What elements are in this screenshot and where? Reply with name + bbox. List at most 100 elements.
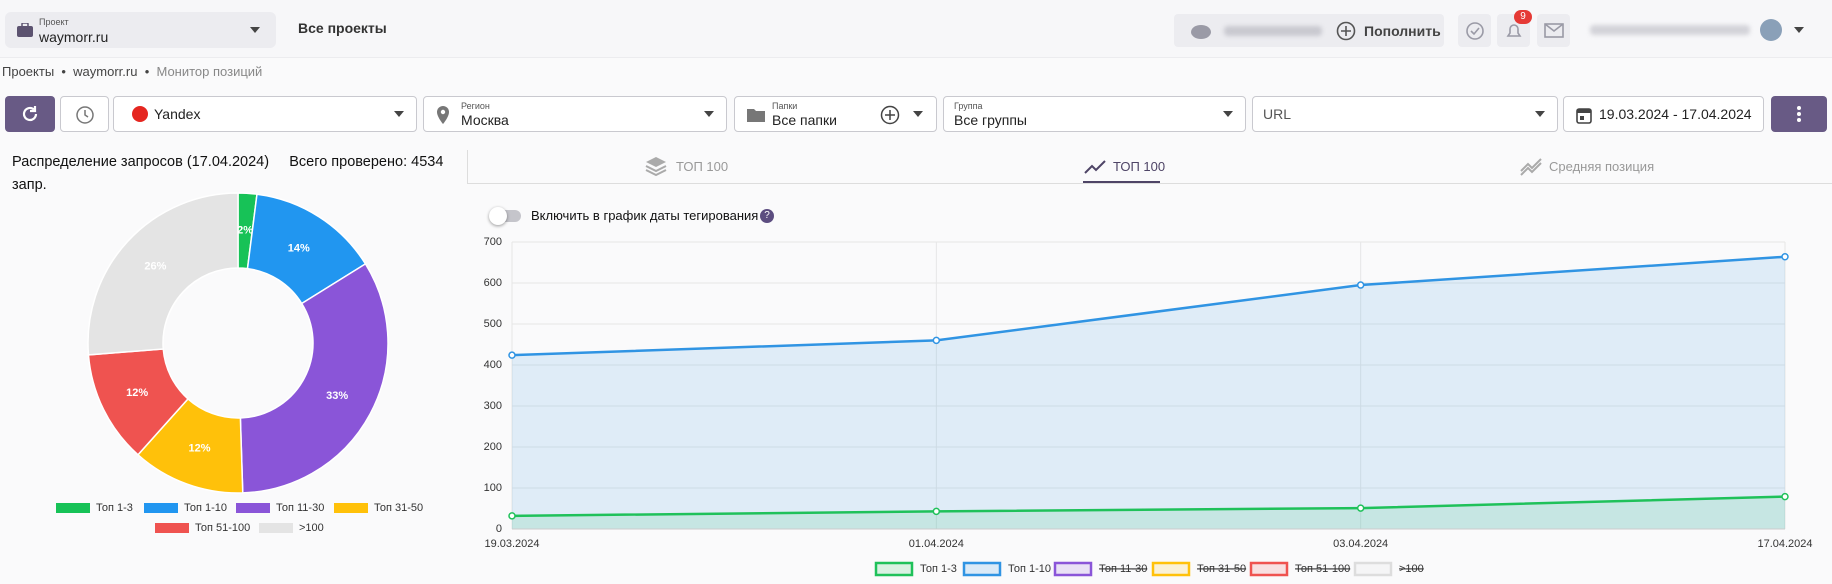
legend-label: Топ 11-30	[276, 502, 324, 514]
legend-swatch	[259, 523, 293, 533]
piggy-icon	[1191, 25, 1211, 39]
line	[511, 255, 1786, 357]
distribution-total: Всего проверено: 4534 запр.	[12, 154, 444, 193]
bell-icon	[1506, 24, 1522, 37]
slice-label: 33%	[326, 390, 348, 402]
toggle-label: Включить в график даты тегирования	[531, 208, 759, 223]
legend-label[interactable]: Топ 1-10	[1008, 563, 1051, 575]
tab-underline	[1083, 181, 1160, 183]
caret	[913, 111, 923, 117]
project-label: Проект	[39, 17, 69, 27]
mail-icon	[1544, 23, 1564, 38]
caret	[1535, 111, 1545, 117]
point	[932, 336, 941, 345]
legend-label[interactable]: >100	[1399, 563, 1424, 575]
legend-label[interactable]: Топ 11-30	[1099, 563, 1147, 575]
more-button[interactable]	[1771, 96, 1827, 132]
folders-value: Все папки	[772, 112, 837, 128]
legend-label[interactable]: Топ 31-50	[1197, 563, 1246, 575]
y-tick-label: 400	[484, 359, 502, 371]
point	[932, 507, 941, 516]
history-button[interactable]	[60, 96, 109, 132]
legend-swatch[interactable]	[1151, 561, 1191, 577]
distribution-title: Распределение запросов (17.04.2024)	[12, 154, 270, 170]
y-tick-label: 0	[496, 523, 502, 535]
legend-swatch[interactable]	[1053, 561, 1093, 577]
check-icon	[1466, 22, 1484, 40]
all-projects-link[interactable]: Все проекты	[298, 20, 387, 36]
tab-label: ТОП 100	[676, 159, 729, 174]
caret	[394, 111, 404, 117]
mail-button[interactable]	[1537, 14, 1570, 47]
point	[1356, 281, 1365, 289]
group-select[interactable]: Группа Все группы	[943, 96, 1246, 132]
x-tick-label: 01.04.2024	[909, 538, 964, 550]
plus-icon	[1336, 21, 1356, 41]
help-icon[interactable]: ?	[760, 209, 774, 223]
point	[508, 512, 516, 520]
x-tick-label: 19.03.2024	[484, 538, 539, 550]
caret	[1223, 111, 1233, 117]
refresh-button[interactable]	[5, 96, 55, 132]
balance-box: Пополнить	[1174, 14, 1444, 47]
group-label: Группа	[954, 101, 983, 111]
distribution-heading: Распределение запросов (17.04.2024) Всег…	[12, 151, 452, 197]
yandex-icon	[132, 106, 148, 122]
top-up-button[interactable]: Пополнить	[1364, 23, 1441, 39]
y-tick-label: 100	[484, 482, 502, 494]
url-select[interactable]: URL	[1252, 96, 1558, 132]
legend-swatch[interactable]	[1249, 561, 1289, 577]
region-select[interactable]: Регион Москва	[423, 96, 727, 132]
y-tick-label: 500	[484, 318, 502, 330]
refresh-icon	[22, 106, 38, 122]
legend-label: Топ 31-50	[374, 502, 423, 514]
tabs-border	[467, 183, 1832, 184]
date-range[interactable]: 19.03.2024 - 17.04.2024	[1563, 96, 1764, 132]
toggle-knob	[489, 207, 507, 225]
breadcrumb: Монитор позиций	[156, 64, 263, 79]
slice-label: 12%	[126, 387, 148, 399]
point	[1356, 504, 1365, 512]
breadcrumb[interactable]: Проекты	[2, 64, 55, 79]
tasks-button[interactable]	[1458, 14, 1491, 47]
divider	[467, 150, 468, 183]
date-range-value: 19.03.2024 - 17.04.2024	[1599, 106, 1752, 122]
pie-slice	[87, 192, 239, 356]
y-tick-label: 200	[484, 441, 502, 453]
region-value: Москва	[461, 112, 509, 128]
blurred-balance	[1224, 26, 1322, 36]
legend-swatch	[236, 503, 270, 513]
tab-label: ТОП 100	[1113, 159, 1166, 174]
legend-swatch[interactable]	[1353, 561, 1393, 577]
avg-icon	[1520, 158, 1542, 176]
point	[1781, 253, 1789, 261]
notification-badge: 9	[1514, 10, 1532, 24]
project-selector[interactable]: Проект waymorr.ru	[5, 12, 276, 48]
blurred-email	[1590, 25, 1750, 35]
pin-icon	[437, 106, 449, 124]
group-value: Все группы	[954, 112, 1027, 128]
y-tick-label: 600	[484, 277, 502, 289]
legend-swatch[interactable]	[874, 561, 914, 577]
avatar[interactable]	[1760, 19, 1782, 41]
breadcrumb[interactable]: waymorr.ru	[73, 64, 138, 79]
add-folder-icon[interactable]	[880, 105, 900, 125]
legend-swatch	[155, 523, 189, 533]
folders-select[interactable]: Папки Все папки	[734, 96, 937, 132]
legend-swatch[interactable]	[962, 561, 1002, 577]
legend-label: Топ 51-100	[195, 522, 250, 534]
caret	[1794, 27, 1804, 33]
toggle[interactable]	[489, 207, 521, 225]
legend-label[interactable]: Топ 1-3	[920, 563, 957, 575]
breadcrumbs: Проекты • waymorr.ru • Монитор позиций	[2, 64, 263, 79]
slice-label: 2%	[237, 225, 253, 237]
x-tick-label: 17.04.2024	[1757, 538, 1812, 550]
legend-label[interactable]: Топ 51-100	[1295, 563, 1350, 575]
engine-select[interactable]: Yandex	[113, 96, 417, 132]
legend-swatch	[56, 503, 90, 513]
briefcase-icon	[17, 23, 33, 37]
folder-icon	[747, 109, 765, 122]
engine-value: Yandex	[154, 106, 201, 122]
y-tick-label: 300	[484, 400, 502, 412]
